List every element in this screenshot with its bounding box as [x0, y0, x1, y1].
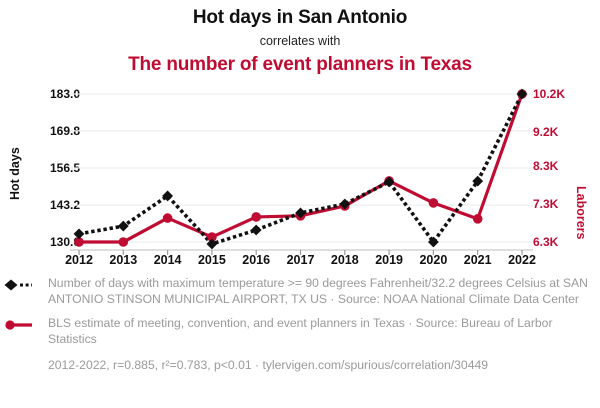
red-circle-solid-line-icon — [2, 318, 44, 332]
x-axis-tick-label: 2012 — [65, 253, 93, 267]
data-point-marker — [339, 198, 351, 210]
y-axis-left-ticks: 183.0 169.8 156.5 143.2 130.0 — [24, 82, 80, 277]
chart-title-block: Hot days in San Antonio correlates with … — [0, 0, 600, 77]
x-axis-line — [70, 249, 533, 255]
chart-footer: Number of days with maximum temperature … — [0, 276, 600, 373]
page-subtitle: The number of event planners in Texas — [128, 54, 472, 75]
data-point-marker — [472, 214, 483, 224]
y-axis-left-tick-label: 130.0 — [49, 235, 80, 249]
series-black-markers — [73, 88, 528, 250]
x-axis-tick-label: 2019 — [375, 253, 403, 267]
data-point-marker — [428, 236, 439, 248]
y-axis-right-tick-label: 9.2K — [533, 124, 559, 139]
x-axis-tick-label: 2013 — [109, 253, 138, 267]
plot-area: Hot days Laborers 183.0 169.8 156.5 143.2 13… — [0, 82, 600, 277]
y-axis-right-ticks: 10.2K 9.2K 8.3K 7.3K 6.3K — [533, 82, 585, 277]
data-point-marker — [162, 213, 173, 223]
data-point-marker — [250, 224, 262, 236]
x-axis-tick-label: 2014 — [153, 253, 182, 267]
data-point-marker — [74, 237, 84, 247]
data-point-marker — [162, 190, 173, 202]
data-point-marker — [206, 238, 218, 250]
data-point-marker — [383, 176, 395, 188]
x-axis-tick-label: 2022 — [508, 253, 536, 267]
data-point-marker — [117, 220, 129, 232]
x-axis-tick-label: 2020 — [419, 253, 448, 267]
y-axis-right-tick-label: 6.3K — [533, 235, 559, 249]
black-diamond-dotted-line-icon — [2, 278, 44, 292]
data-point-marker — [118, 237, 129, 247]
gridlines — [70, 93, 533, 243]
y-axis-left-tick-label: 169.8 — [49, 123, 80, 138]
data-point-marker — [472, 175, 484, 187]
y-axis-right-tick-label: 10.2K — [533, 87, 566, 101]
x-axis-tick-labels: 2012 2013 2014 2015 2016 2017 2018 2019 2020 2021… — [0, 253, 600, 283]
data-point-marker — [251, 212, 261, 222]
data-point-marker — [428, 198, 439, 208]
x-axis-tick-label: 2016 — [242, 253, 271, 267]
x-axis-tick-label: 2018 — [330, 253, 359, 267]
x-axis-tick-label: 2015 — [197, 253, 226, 267]
series-black-line — [78, 93, 524, 246]
x-axis-tick-label: 2021 — [463, 253, 492, 267]
y-axis-left-tick-label: 183.0 — [49, 87, 80, 101]
x-axis-tick-label: 2017 — [286, 253, 315, 267]
data-point-marker — [295, 207, 306, 219]
legend-item-event-planners: BLS estimate of meeting, convention, and… — [0, 316, 600, 347]
y-axis-left-tick-label: 143.2 — [49, 198, 80, 213]
legend-label-event-planners: BLS estimate of meeting, convention, and… — [48, 316, 553, 346]
title-connector: correlates with — [259, 34, 341, 48]
y-axis-right-tick-label: 8.3K — [533, 159, 559, 174]
legend-item-hot-days: Number of days with maximum temperature … — [0, 276, 600, 307]
y-axis-right-tick-label: 7.3K — [533, 197, 559, 212]
legend-label-hot-days: Number of days with maximum temperature … — [48, 276, 588, 306]
y-axis-left-tick-label: 156.5 — [49, 161, 80, 175]
data-point-marker — [207, 232, 217, 242]
data-point-marker — [73, 228, 85, 240]
stats-note: 2012-2022, r=0.885, r²=0.783, p<0.01 · t… — [48, 358, 489, 372]
data-point-marker — [516, 88, 528, 100]
page-title: Hot days in San Antonio — [192, 7, 408, 28]
plot-svg — [70, 88, 533, 255]
